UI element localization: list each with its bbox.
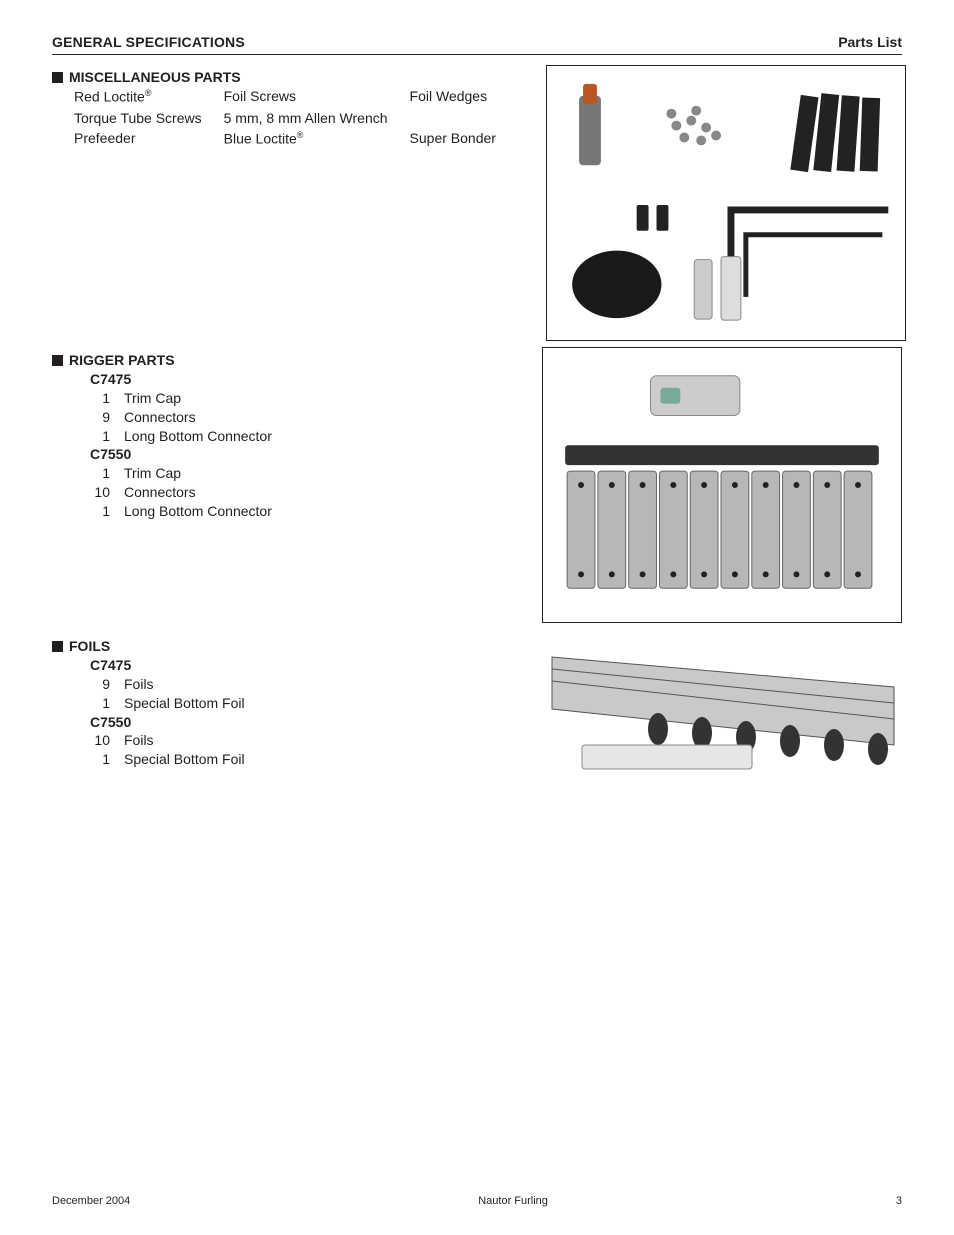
part-qty: 10 [90, 731, 124, 750]
part-qty: 1 [90, 750, 124, 769]
foils-image-col [542, 633, 902, 797]
rigger-title: RIGGER PARTS [52, 351, 514, 370]
part-qty: 1 [90, 502, 124, 521]
misc-cell: Torque Tube Screws [74, 109, 222, 128]
part-qty: 1 [90, 464, 124, 483]
part-desc: Trim Cap [124, 389, 181, 408]
misc-row: MISCELLANEOUS PARTS Red Loctite® Foil Sc… [52, 65, 902, 341]
rigger-text-col: RIGGER PARTS C7475 1Trim Cap 9Connectors… [52, 347, 514, 623]
page: GENERAL SPECIFICATIONS Parts List MISCEL… [0, 0, 954, 1235]
footer-page: 3 [896, 1195, 902, 1207]
misc-photo-frame [546, 65, 906, 341]
header-left: GENERAL SPECIFICATIONS [52, 34, 245, 50]
model-label: C7550 [90, 713, 514, 732]
misc-text: Red Loctite [74, 89, 145, 105]
misc-title: MISCELLANEOUS PARTS [52, 69, 518, 85]
part-desc: Connectors [124, 408, 196, 427]
rigger-row: RIGGER PARTS C7475 1Trim Cap 9Connectors… [52, 347, 902, 623]
square-bullet-icon [52, 355, 63, 366]
part-desc: Long Bottom Connector [124, 502, 272, 521]
part-row: 9Foils [90, 675, 514, 694]
part-row: 1Trim Cap [90, 464, 514, 483]
misc-cell: Super Bonder [410, 129, 516, 149]
foils-title: FOILS [52, 637, 514, 656]
part-qty: 9 [90, 408, 124, 427]
part-row: 10Foils [90, 731, 514, 750]
part-row: 10Connectors [90, 483, 514, 502]
misc-image-col [546, 65, 906, 341]
foils-title-text: FOILS [69, 638, 110, 654]
rigger-title-text: RIGGER PARTS [69, 352, 175, 368]
square-bullet-icon [52, 641, 63, 652]
model-label: C7475 [90, 656, 514, 675]
footer-title: Nautor Furling [478, 1195, 548, 1207]
part-row: 9Connectors [90, 408, 514, 427]
part-qty: 1 [90, 694, 124, 713]
part-row: 1Long Bottom Connector [90, 427, 514, 446]
header-right: Parts List [838, 34, 902, 50]
rigger-image-col [542, 347, 902, 623]
foils-photo-frame [542, 633, 902, 797]
part-desc: Foils [124, 675, 154, 694]
misc-cell: Red Loctite® [74, 87, 222, 107]
square-bullet-icon [52, 72, 63, 83]
part-desc: Long Bottom Connector [124, 427, 272, 446]
reg-icon: ® [297, 130, 304, 140]
misc-text-col: MISCELLANEOUS PARTS Red Loctite® Foil Sc… [52, 65, 518, 341]
reg-icon: ® [145, 88, 152, 98]
part-desc: Trim Cap [124, 464, 181, 483]
part-qty: 1 [90, 389, 124, 408]
footer: December 2004 Nautor Furling 3 [52, 1195, 902, 1207]
misc-cell: Foil Screws [224, 87, 408, 107]
part-desc: Special Bottom Foil [124, 694, 245, 713]
rigger-photo-frame [542, 347, 902, 623]
misc-title-text: MISCELLANEOUS PARTS [69, 69, 241, 85]
misc-cell: 5 mm, 8 mm Allen Wrench [224, 109, 408, 128]
part-row: 1Special Bottom Foil [90, 750, 514, 769]
misc-row-0: Red Loctite® Foil Screws Foil Wedges [74, 87, 516, 107]
model-label: C7475 [90, 370, 514, 389]
header-row: GENERAL SPECIFICATIONS Parts List [52, 34, 902, 55]
part-qty: 9 [90, 675, 124, 694]
part-row: 1Trim Cap [90, 389, 514, 408]
model-label: C7550 [90, 445, 514, 464]
misc-photo [547, 66, 905, 340]
misc-text: Blue Loctite [224, 131, 297, 147]
misc-table: Red Loctite® Foil Screws Foil Wedges Tor… [72, 85, 518, 151]
misc-cell: Foil Wedges [410, 87, 516, 107]
misc-row-2: Prefeeder Blue Loctite® Super Bonder [74, 129, 516, 149]
part-row: 1Special Bottom Foil [90, 694, 514, 713]
part-row: 1Long Bottom Connector [90, 502, 514, 521]
footer-date: December 2004 [52, 1195, 130, 1207]
part-desc: Special Bottom Foil [124, 750, 245, 769]
misc-cell: Blue Loctite® [224, 129, 408, 149]
part-desc: Connectors [124, 483, 196, 502]
part-qty: 1 [90, 427, 124, 446]
misc-cell [410, 109, 516, 128]
foils-text-col: FOILS C7475 9Foils 1Special Bottom Foil … [52, 633, 514, 797]
misc-cell: Prefeeder [74, 129, 222, 149]
part-desc: Foils [124, 731, 154, 750]
misc-row-1: Torque Tube Screws 5 mm, 8 mm Allen Wren… [74, 109, 516, 128]
rigger-photo [543, 348, 901, 622]
foils-photo [542, 633, 902, 797]
foils-row: FOILS C7475 9Foils 1Special Bottom Foil … [52, 633, 902, 797]
part-qty: 10 [90, 483, 124, 502]
